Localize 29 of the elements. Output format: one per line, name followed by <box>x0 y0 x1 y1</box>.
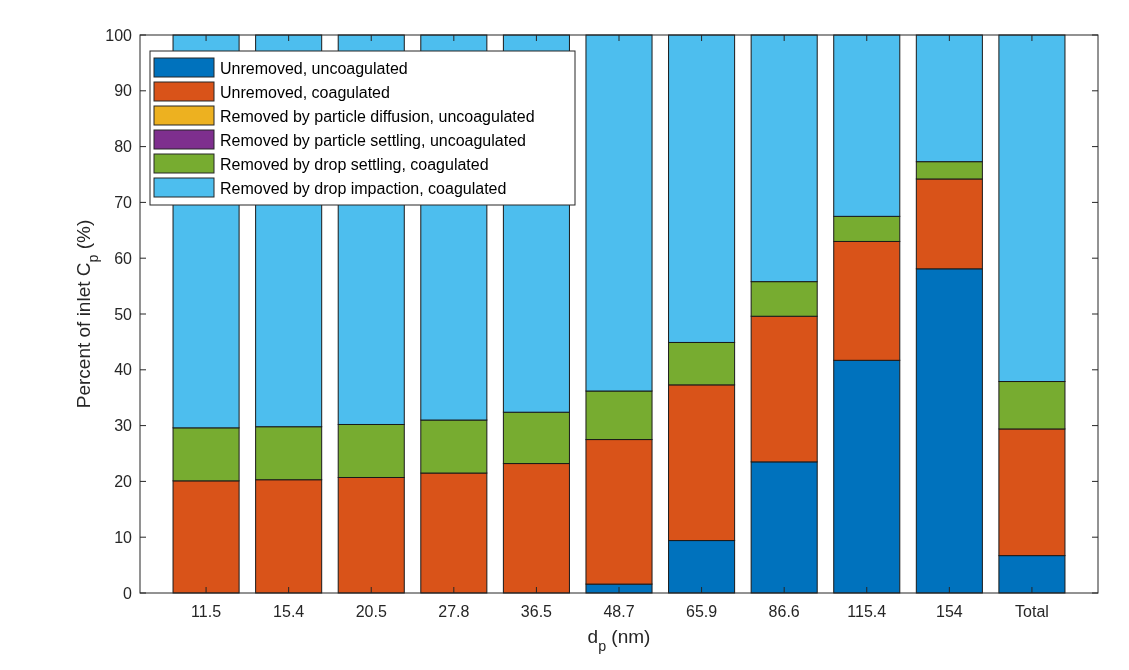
y-tick-label: 90 <box>114 82 133 100</box>
y-tick-label: 70 <box>114 194 133 211</box>
x-tick-label: 11.5 <box>191 603 222 620</box>
x-tick-label: 48.7 <box>603 603 635 620</box>
x-tick-label: 86.6 <box>768 603 800 620</box>
y-tick-label: 0 <box>123 584 133 602</box>
y-tick-label: 10 <box>114 528 133 546</box>
y-tick-label: 60 <box>114 249 133 267</box>
x-tick-label: 154 <box>935 603 963 620</box>
x-tick-label: Total <box>1015 603 1049 620</box>
y-tick-label: 30 <box>114 417 133 435</box>
x-tick-label: 27.8 <box>438 603 470 620</box>
x-tick-label: 115.4 <box>847 603 887 620</box>
legend-label: Unremoved, uncoagulated <box>220 59 408 77</box>
legend-label: Unremoved, coagulated <box>220 83 390 101</box>
x-tick-label: 36.5 <box>520 603 553 620</box>
legend-label: Removed by drop impaction, coagulated <box>220 179 507 197</box>
y-tick-label: 80 <box>114 138 133 156</box>
x-axis-title: d$_{p}$ (nm) <box>587 626 651 654</box>
legend-label: Removed by particle settling, uncoagulated <box>220 131 526 149</box>
x-tick-label: 65.9 <box>686 603 718 620</box>
y-tick-label: 100 <box>105 26 133 44</box>
legend-label: Removed by drop settling, coagulated <box>220 155 489 173</box>
x-tick-label: 20.5 <box>355 603 387 620</box>
x-tick-label: 15.4 <box>273 603 305 620</box>
y-tick-label: 20 <box>114 473 133 490</box>
y-tick-label: 40 <box>114 361 133 379</box>
y-tick-label: 50 <box>114 305 133 323</box>
legend-label: Removed by particle diffusion, uncoagulated <box>220 107 535 125</box>
